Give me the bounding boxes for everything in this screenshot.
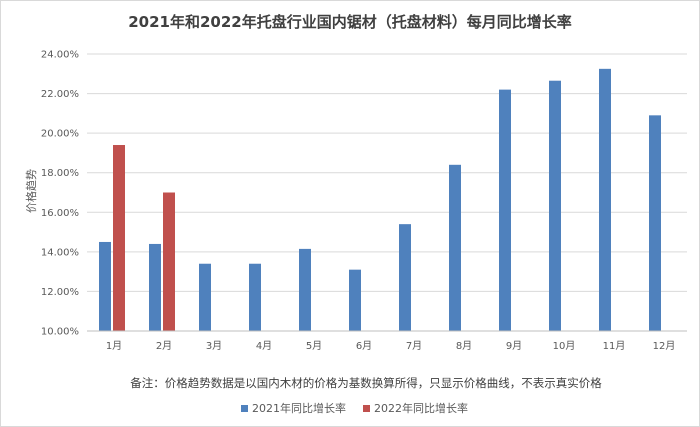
bar-2021: [99, 241, 111, 331]
x-tick-label: 10月: [553, 340, 576, 352]
y-tick-label: 20.00%: [41, 129, 79, 140]
bars: [99, 68, 661, 331]
y-axis-label: 价格趋势: [24, 169, 38, 213]
gridlines: [87, 53, 687, 292]
legend-swatch: [241, 405, 248, 412]
x-tick-label: 9月: [506, 340, 522, 352]
bar-2021: [149, 243, 161, 331]
y-tick-label: 24.00%: [41, 50, 79, 61]
x-tick-label: 4月: [256, 340, 272, 352]
bar-2021: [599, 68, 611, 331]
chart-title: 2021年和2022年托盘行业国内锯材（托盘材料）每月同比增长率: [128, 13, 572, 31]
bar-2021: [299, 248, 311, 331]
bar-2021: [549, 80, 561, 331]
legend-label: 2021年同比增长率: [252, 401, 346, 415]
bar-2021: [399, 224, 411, 331]
legend-swatch: [363, 405, 370, 412]
x-tick-label: 7月: [406, 340, 422, 352]
bar-2021: [249, 263, 261, 331]
x-tick-label: 12月: [653, 340, 676, 352]
bar-2021: [649, 115, 661, 331]
y-tick-label: 10.00%: [41, 327, 79, 338]
bar-2022: [163, 192, 175, 331]
bar-2021: [349, 269, 361, 331]
x-tick-label: 1月: [106, 340, 122, 352]
bar-2021: [499, 89, 511, 331]
x-tick-label: 6月: [356, 340, 372, 352]
x-tick-label: 8月: [456, 340, 472, 352]
y-tick-label: 16.00%: [41, 208, 79, 219]
bar-2021: [449, 164, 461, 331]
y-tick-label: 18.00%: [41, 168, 79, 179]
y-tick-label: 14.00%: [41, 247, 79, 258]
legend: 2021年同比增长率 2022年同比增长率: [241, 401, 468, 415]
bar-2022: [113, 145, 125, 331]
x-tick-label: 3月: [206, 340, 222, 352]
x-tick-label: 11月: [603, 340, 626, 352]
bar-2021: [199, 263, 211, 331]
y-tick-label: 12.00%: [41, 287, 79, 298]
y-tick-label: 22.00%: [41, 89, 79, 100]
x-tick-label: 2月: [156, 340, 172, 352]
legend-label: 2022年同比增长率: [374, 401, 468, 415]
y-axis-ticks: 10.00% 12.00% 14.00% 16.00% 18.00% 20.00% 22.0…: [41, 50, 79, 338]
x-tick-label: 5月: [306, 340, 322, 352]
chart-note: 备注：价格趋势数据是以国内木材的价格为基数换算所得，只显示价格曲线，不表示真实价…: [130, 376, 602, 390]
x-axis-ticks: 1月 2月 3月 4月 5月 6月 7月 8月 9月 10月 11月 12月: [106, 340, 676, 352]
